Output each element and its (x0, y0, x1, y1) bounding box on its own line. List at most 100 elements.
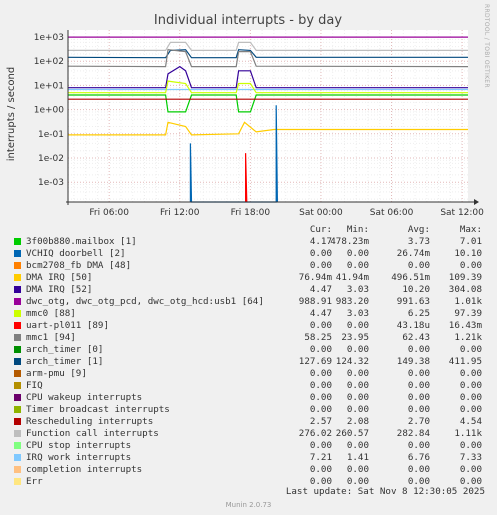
legend-cur: 4.47 (309, 308, 332, 319)
legend-avg: 3.73 (407, 236, 430, 247)
legend-avg: 0.00 (407, 368, 430, 379)
legend-cur: 4.17 (309, 236, 332, 247)
legend-avg: 62.43 (402, 332, 430, 343)
legend-label: Rescheduling interrupts (26, 416, 154, 427)
legend-row: arm-pmu [9] 0.00 0.00 0.00 0.00 (14, 368, 484, 380)
legend-label: arm-pmu [9] (26, 368, 87, 379)
munin-version: Munin 2.0.73 (225, 501, 272, 509)
legend-cur: 2.57 (309, 416, 332, 427)
legend-swatch (14, 310, 21, 317)
y-tick-label: 1e+03 (34, 33, 64, 43)
legend-swatch (14, 430, 21, 437)
legend-cur: 276.02 (298, 428, 332, 439)
legend-swatch (14, 262, 21, 269)
legend-avg: 6.25 (407, 308, 430, 319)
legend-min: 0.00 (346, 440, 369, 451)
legend-cur: 0.00 (309, 392, 332, 403)
legend-min: 3.03 (346, 308, 369, 319)
legend-avg: 0.00 (407, 392, 430, 403)
legend-max: 4.54 (459, 416, 482, 427)
legend-row: arch_timer [0] 0.00 0.00 0.00 0.00 (14, 344, 484, 356)
legend-row: mmc0 [88] 4.47 3.03 6.25 97.39 (14, 308, 484, 320)
legend-row: DMA IRQ [52] 4.47 3.03 10.20 304.08 (14, 284, 484, 296)
x-tick-label: Fri 18:00 (231, 208, 271, 218)
legend-swatch (14, 406, 21, 413)
legend-label: DMA IRQ [50] (26, 272, 93, 283)
legend-swatch (14, 454, 21, 461)
legend-min: 983.20 (335, 296, 369, 307)
legend-min: 260.57 (335, 428, 369, 439)
legend-cur: 7.21 (309, 452, 332, 463)
legend-label: uart-pl011 [89] (26, 320, 109, 331)
legend-row: Err 0.00 0.00 0.00 0.00 (14, 476, 484, 488)
legend-min: 0.00 (346, 248, 369, 259)
legend-row: CPU wakeup interrupts 0.00 0.00 0.00 0.00 (14, 392, 484, 404)
legend-min: 0.00 (346, 476, 369, 487)
legend-label: CPU stop interrupts (26, 440, 132, 451)
legend-max: 0.00 (459, 368, 482, 379)
legend-header-avg: Avg: (407, 224, 430, 235)
series-line (68, 41, 468, 52)
legend-label: FIQ (26, 380, 43, 391)
legend-max: 7.33 (459, 452, 482, 463)
legend-avg: 0.00 (407, 464, 430, 475)
legend-avg: 496.51m (391, 272, 430, 283)
legend-header-cur: Cur: (309, 224, 332, 235)
legend-max: 0.00 (459, 464, 482, 475)
legend-min: 1.41 (346, 452, 369, 463)
legend-avg: 26.74m (396, 248, 430, 259)
y-tick-label: 1e+01 (34, 81, 64, 91)
legend-avg: 0.00 (407, 344, 430, 355)
legend-swatch (14, 346, 21, 353)
legend-max: 1.01k (454, 296, 482, 307)
legend-swatch (14, 250, 21, 257)
legend-row: mmc1 [94] 58.25 23.95 62.43 1.21k (14, 332, 484, 344)
x-tick-label: Fri 12:00 (160, 208, 200, 218)
legend-cur: 127.69 (298, 356, 332, 367)
legend-label: mmc1 [94] (26, 332, 76, 343)
legend-min: 41.94m (335, 272, 369, 283)
legend-cur: 0.00 (309, 368, 332, 379)
plot-area (68, 30, 468, 202)
series-line (67, 49, 468, 59)
legend-swatch (14, 298, 21, 305)
x-tick-label: Sat 12:00 (440, 208, 484, 218)
legend-label: arch_timer [1] (26, 356, 104, 367)
series-line (245, 153, 248, 203)
legend-label: completion interrupts (26, 464, 143, 475)
y-tick-label: 1e-01 (38, 130, 64, 140)
x-tick-label: Fri 06:00 (89, 208, 129, 218)
legend-cur: 0.00 (309, 344, 332, 355)
legend-swatch (14, 358, 21, 365)
legend-swatch (14, 382, 21, 389)
y-tick-label: 1e-02 (38, 154, 64, 164)
series-line (68, 65, 468, 89)
legend-row: uart-pl011 [89] 0.00 0.00 43.18u 16.43m (14, 320, 484, 332)
series-line (68, 121, 468, 136)
series-line (68, 94, 468, 113)
legend-max: 10.10 (454, 248, 482, 259)
legend-min: 0.00 (346, 260, 369, 271)
legend-avg: 0.00 (407, 440, 430, 451)
legend-swatch (14, 322, 21, 329)
legend-max: 0.00 (459, 344, 482, 355)
legend-row: dwc_otg, dwc_otg_pcd, dwc_otg_hcd:usb1 [… (14, 296, 484, 308)
x-tick-label: Sat 00:00 (299, 208, 343, 218)
legend-max: 0.00 (459, 440, 482, 451)
x-axis-arrow (474, 199, 479, 205)
legend-cur: 0.00 (309, 440, 332, 451)
legend-max: 0.00 (459, 476, 482, 487)
legend-avg: 0.00 (407, 476, 430, 487)
grid (68, 30, 468, 202)
legend-min: 124.32 (335, 356, 369, 367)
legend-swatch (14, 418, 21, 425)
legend-row: Function call interrupts 276.02 260.57 282.… (14, 428, 484, 440)
legend-swatch (14, 286, 21, 293)
legend-min: 0.00 (346, 368, 369, 379)
legend-cur: 76.94m (298, 272, 332, 283)
legend-avg: 43.18u (396, 320, 430, 331)
y-tick-label: 1e+02 (34, 57, 64, 67)
y-tick-labels: 1e-03 1e-02 1e-01 1e+00 1e+01 1e+02 1e+03 (34, 33, 65, 188)
legend-header-max: Max: (459, 224, 482, 235)
legend-cur: 4.47 (309, 284, 332, 295)
